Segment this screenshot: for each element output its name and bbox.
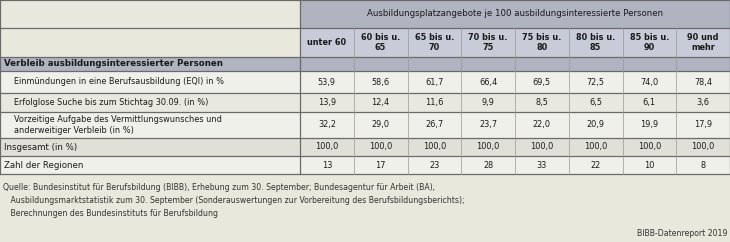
Text: Berechnungen des Bundesinstituts für Berufsbildung: Berechnungen des Bundesinstituts für Ber… [3,209,218,218]
Bar [0,71,730,93]
Text: Insgesamt (in %): Insgesamt (in %) [4,143,77,151]
Point [569,49,578,52]
Point [486,49,495,52]
Text: 90 und
mehr: 90 und mehr [688,33,719,52]
Text: 100,0: 100,0 [315,143,339,151]
Bar [0,138,730,156]
Point [319,71,328,74]
Point [403,162,412,165]
Text: 28: 28 [483,160,493,169]
Text: 11,6: 11,6 [425,98,444,107]
Text: Einmündungen in eine Berufsausbildung (EQI) in %: Einmündungen in eine Berufsausbildung (E… [14,77,224,86]
Bar [0,112,730,138]
Text: 19,9: 19,9 [640,121,658,129]
Text: 70 bis u.
75: 70 bis u. 75 [469,33,508,52]
Text: Quelle: Bundesinstitut für Berufsbildung (BIBB), Erhebung zum 30. September; Bun: Quelle: Bundesinstitut für Berufsbildung… [3,183,435,192]
Bar [300,0,730,28]
Point [611,162,620,165]
Text: 22: 22 [591,160,601,169]
Text: 6,5: 6,5 [589,98,602,107]
Text: 80 bis u.
85: 80 bis u. 85 [576,33,615,52]
Text: 65 bis u.
70: 65 bis u. 70 [415,33,454,52]
Point [528,49,537,52]
Point [403,49,412,52]
Point [319,162,328,165]
Bar [0,0,300,28]
Text: 10: 10 [644,160,655,169]
Text: 33: 33 [537,160,547,169]
Text: 12,4: 12,4 [372,98,390,107]
Text: 100,0: 100,0 [423,143,446,151]
Text: 100,0: 100,0 [691,143,715,151]
Text: 100,0: 100,0 [530,143,553,151]
Point [361,162,370,165]
Text: 8,5: 8,5 [535,98,548,107]
Point [87,162,96,165]
Text: 100,0: 100,0 [638,143,661,151]
Text: 85 bis u.
90: 85 bis u. 90 [630,33,669,52]
Text: Ausbildungsplatzangebote je 100 ausbildungsinteressierte Personen: Ausbildungsplatzangebote je 100 ausbildu… [367,9,663,18]
Text: 22,0: 22,0 [533,121,551,129]
Text: 23,7: 23,7 [479,121,497,129]
Bar [0,174,730,242]
Text: 32,2: 32,2 [318,121,336,129]
Text: 23: 23 [429,160,439,169]
Text: 53,9: 53,9 [318,77,336,86]
Text: 8: 8 [701,160,706,169]
Text: 100,0: 100,0 [369,143,392,151]
Point [569,162,578,165]
Text: 6,1: 6,1 [643,98,656,107]
Text: Ausbildungsmarktstatistik zum 30. September (Sonderauswertungen zur Vorbereitung: Ausbildungsmarktstatistik zum 30. Septem… [3,196,464,205]
Text: BIBB-Datenreport 2019: BIBB-Datenreport 2019 [637,229,727,238]
Text: unter 60: unter 60 [307,38,347,47]
Text: 26,7: 26,7 [426,121,443,129]
Text: 3,6: 3,6 [696,98,710,107]
Point [445,49,453,52]
Bar [0,57,730,71]
Text: Vorzeitige Aufgabe des Vermittlungswunsches und
anderweitiger Verbleib (in %): Vorzeitige Aufgabe des Vermittlungswunsc… [14,115,222,135]
Point [486,162,495,165]
Text: 9,9: 9,9 [482,98,494,107]
Point [319,71,328,74]
Text: 75 bis u.
80: 75 bis u. 80 [522,33,561,52]
Text: 60 bis u.
65: 60 bis u. 65 [361,33,400,52]
Text: 100,0: 100,0 [477,143,500,151]
Text: 66,4: 66,4 [479,77,497,86]
Text: 29,0: 29,0 [372,121,390,129]
Point [445,162,453,165]
Point [653,28,661,30]
Text: 58,6: 58,6 [372,77,390,86]
Text: 17: 17 [375,160,386,169]
Text: 78,4: 78,4 [694,77,712,86]
Text: 20,9: 20,9 [587,121,604,129]
Point [611,49,620,52]
Point [361,49,370,52]
Point [528,162,537,165]
Point [87,28,96,30]
Bar [0,28,300,57]
Text: 100,0: 100,0 [584,143,607,151]
Text: 69,5: 69,5 [533,77,551,86]
Text: Zahl der Regionen: Zahl der Regionen [4,160,83,169]
Text: 13: 13 [322,160,332,169]
Text: Verbleib ausbildungsinteressierter Personen: Verbleib ausbildungsinteressierter Perso… [4,60,223,68]
Text: 61,7: 61,7 [426,77,444,86]
Text: 17,9: 17,9 [694,121,712,129]
Text: 13,9: 13,9 [318,98,336,107]
Bar [0,156,730,174]
Point [653,162,661,165]
Text: 72,5: 72,5 [587,77,604,86]
Text: Erfolglose Suche bis zum Stichtag 30.09. (in %): Erfolglose Suche bis zum Stichtag 30.09.… [14,98,208,107]
Bar [0,93,730,112]
Text: 74,0: 74,0 [640,77,658,86]
Bar [300,28,730,57]
Point [319,28,328,30]
